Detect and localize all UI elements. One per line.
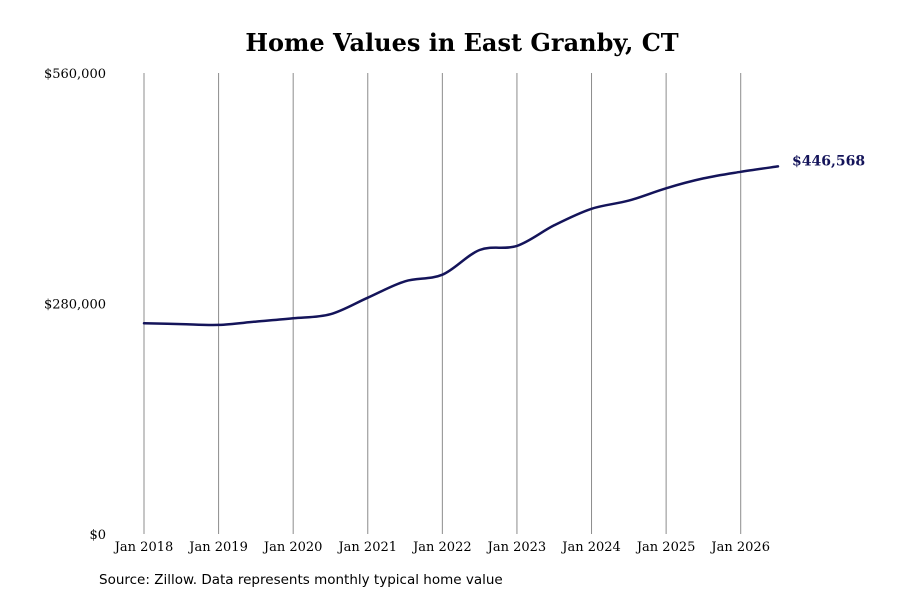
x-tick-label: Jan 2026	[709, 540, 770, 555]
x-tick-label: Jan 2023	[486, 540, 547, 555]
home-value-line	[142, 165, 780, 327]
source-note: Source: Zillow. Data represents monthly …	[99, 572, 503, 588]
x-axis-ticks: Jan 2018 Jan 2019 Jan 2020 Jan 2021 Jan 2022…	[113, 540, 770, 555]
chart-title: Home Values in East Granby, CT	[245, 28, 678, 57]
y-tick-label: $0	[89, 528, 106, 543]
y-tick-label: $280,000	[44, 298, 106, 313]
latest-value-label: $446,568	[792, 153, 865, 169]
x-tick-label: Jan 2018	[113, 540, 174, 555]
y-tick-label: $560,000	[44, 67, 106, 82]
x-tick-label: Jan 2025	[635, 540, 696, 555]
x-tick-label: Jan 2024	[560, 540, 621, 555]
x-tick-label: Jan 2021	[336, 540, 397, 555]
x-tick-label: Jan 2022	[411, 540, 472, 555]
y-axis-ticks: $0 $280,000 $560,000	[44, 67, 106, 543]
gridlines	[143, 73, 742, 534]
x-tick-label: Jan 2020	[262, 540, 323, 555]
x-tick-label: Jan 2019	[187, 540, 248, 555]
